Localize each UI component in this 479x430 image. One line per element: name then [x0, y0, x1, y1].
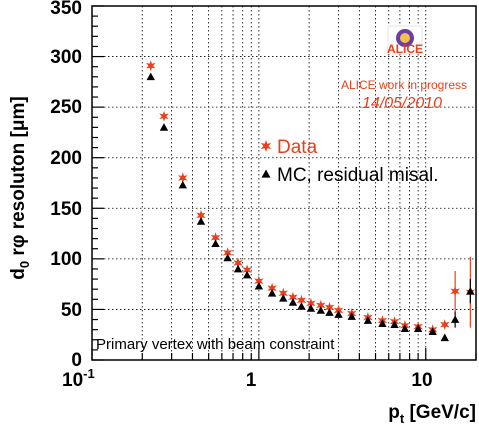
mc-point [334, 310, 343, 318]
mc-point [363, 316, 373, 324]
mc-point [267, 289, 277, 297]
mc-point [466, 287, 475, 295]
data-point [267, 282, 277, 294]
legend-data-marker [260, 140, 272, 152]
data-point [316, 299, 326, 311]
axis-ticks [91, 5, 477, 361]
data-point [233, 257, 243, 269]
mc-point [279, 294, 288, 302]
mc-point [413, 324, 423, 333]
alice-work-in-progress: ALICE work in progress [341, 78, 467, 92]
x-axis-title: pt [GeV/c] [388, 402, 476, 426]
mc-point [211, 239, 220, 248]
mc-point [233, 264, 243, 273]
mc-point [178, 180, 187, 189]
data-point [450, 285, 460, 297]
mc-point [347, 312, 356, 320]
y-tick-label-350: 350 [50, 0, 82, 19]
mc-point [242, 270, 252, 279]
series-mc [146, 72, 475, 342]
alice-date: 14/05/2010 [362, 95, 442, 112]
legend-mc-marker [261, 169, 271, 178]
mc-point [390, 320, 399, 328]
y-tick-label-100: 100 [50, 249, 82, 270]
series-layer [146, 60, 476, 342]
data-point [306, 297, 316, 309]
data-point [440, 319, 450, 331]
mc-point [297, 302, 306, 310]
data-point [178, 172, 188, 184]
beam-constraint-note: Primary vertex with beam constraint [96, 336, 335, 353]
data-point [324, 301, 335, 313]
data-point [296, 294, 307, 306]
mc-point [316, 306, 326, 314]
y-axis-title: d0 rφ resoluton [μm] [8, 96, 32, 279]
mc-point [146, 72, 155, 81]
data-point [242, 264, 252, 276]
data-point [288, 291, 298, 303]
legend: Data MC, residual misal. [260, 137, 439, 186]
mc-point [325, 308, 334, 316]
mc-point [440, 333, 449, 342]
data-point [146, 60, 156, 72]
legend-star-marker [260, 140, 272, 152]
y-tick-label-50: 50 [61, 300, 82, 321]
y-tick-label-250: 250 [50, 97, 82, 118]
x-tick-label-10: 10 [411, 370, 432, 391]
data-point [278, 287, 288, 299]
mc-point [450, 315, 460, 323]
mc-point [378, 319, 387, 327]
mc-point [196, 217, 206, 225]
data-point [210, 232, 221, 244]
mc-point [306, 304, 316, 312]
data-point [254, 275, 264, 287]
data-point [196, 209, 206, 221]
legend-triangle-marker [261, 169, 271, 178]
alice-logo-text: ALICE [387, 42, 423, 56]
legend-label-mc: MC, residual misal. [277, 165, 439, 186]
mc-point [400, 324, 410, 333]
data-point [222, 247, 233, 259]
y-tick-labels: 0 50 100 150 200 250 300 350 [50, 0, 82, 371]
x-tick-label-0p1: 10-1 [62, 366, 95, 391]
y-tick-label-150: 150 [50, 199, 82, 220]
mc-point [223, 253, 232, 262]
mc-point [254, 281, 264, 290]
mc-point [428, 327, 437, 336]
x-tick-labels: 10-1 1 10 [62, 366, 433, 391]
alice-logo: ALICE [387, 25, 423, 56]
legend-label-data: Data [277, 137, 318, 158]
mc-point [159, 123, 169, 131]
mc-point [288, 298, 298, 306]
y-tick-label-0: 0 [71, 350, 82, 371]
data-point [159, 110, 169, 122]
alice-logo-core [400, 33, 410, 43]
y-tick-label-200: 200 [50, 148, 82, 169]
y-tick-label-300: 300 [50, 47, 82, 68]
grid [92, 6, 476, 360]
x-tick-label-1: 1 [246, 370, 257, 391]
